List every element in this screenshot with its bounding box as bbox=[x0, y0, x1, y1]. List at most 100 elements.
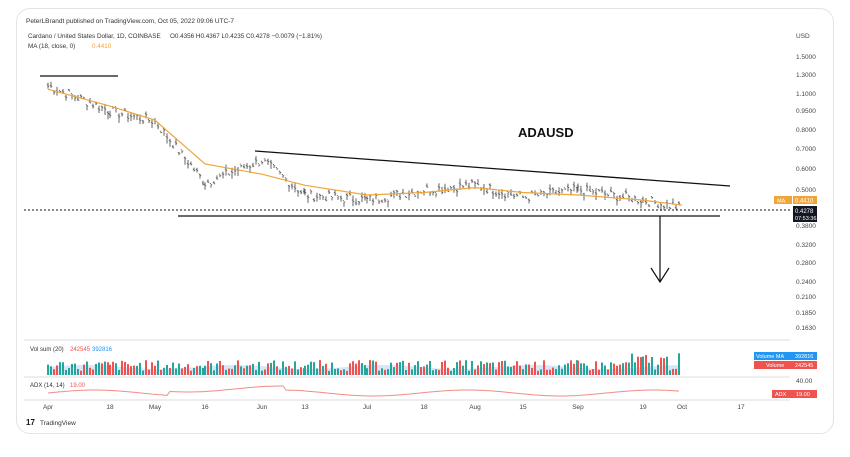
volume-bar bbox=[435, 369, 437, 375]
volume-bar bbox=[637, 356, 639, 375]
time-tick-label: Aug bbox=[469, 404, 481, 411]
volume-bar bbox=[628, 362, 630, 375]
volume-bar bbox=[193, 368, 195, 375]
volume-bar bbox=[310, 361, 312, 375]
volume-bar bbox=[115, 363, 117, 375]
volume-bar bbox=[645, 355, 647, 375]
price-tag-value: 0.4278 bbox=[795, 209, 814, 215]
volume-bar bbox=[157, 360, 159, 375]
ma-value-tag-text: 0.4410 bbox=[795, 199, 814, 205]
volume-bar bbox=[86, 361, 88, 375]
price-tick-label: 0.8000 bbox=[796, 127, 816, 134]
volume-bar bbox=[486, 362, 488, 375]
volume-bar bbox=[372, 360, 374, 375]
volume-bar bbox=[361, 363, 363, 375]
volume-bar bbox=[225, 369, 227, 375]
volume-bar bbox=[294, 361, 296, 375]
volume-bar bbox=[402, 360, 404, 375]
volume-bar bbox=[62, 362, 64, 375]
adx-pane-value: 19.00 bbox=[70, 383, 86, 389]
ticker-annotation: ADAUSD bbox=[518, 125, 574, 140]
volume-bar bbox=[642, 356, 644, 375]
volume-bar bbox=[640, 357, 642, 375]
price-tick-label: 0.2100 bbox=[796, 294, 816, 301]
volume-bar bbox=[133, 365, 135, 375]
volume-bar bbox=[65, 369, 67, 375]
volume-bar bbox=[237, 360, 239, 375]
volume-bar bbox=[567, 363, 569, 375]
volume-bar bbox=[148, 369, 150, 375]
volume-bar bbox=[243, 368, 245, 375]
volume-bar bbox=[586, 365, 588, 375]
volume-bar bbox=[154, 365, 156, 375]
volume-bar bbox=[384, 369, 386, 375]
volume-bar bbox=[163, 367, 165, 375]
volume-bar bbox=[393, 367, 395, 375]
volume-bar bbox=[480, 361, 482, 375]
volume-pane-label: Vol sum (20) bbox=[30, 347, 64, 353]
volume-bar bbox=[307, 364, 309, 375]
volume-bar bbox=[202, 367, 204, 375]
volume-bar bbox=[80, 370, 82, 375]
volume-bar bbox=[316, 368, 318, 375]
volume-bar bbox=[124, 361, 126, 375]
volume-bar bbox=[669, 370, 671, 375]
volume-bar bbox=[240, 366, 242, 375]
volume-bar bbox=[234, 365, 236, 375]
volume-bar bbox=[334, 368, 336, 375]
volume-bar bbox=[477, 365, 479, 375]
volume-bar bbox=[169, 367, 171, 375]
volume-bar bbox=[71, 363, 73, 375]
volume-bar bbox=[387, 369, 389, 375]
volume-bar bbox=[678, 353, 680, 375]
volume-ma-tag-value: 392816 bbox=[795, 354, 813, 360]
volume-bar bbox=[501, 361, 503, 375]
volume-bar bbox=[459, 360, 461, 375]
volume-bar bbox=[264, 369, 266, 375]
volume-bar bbox=[328, 370, 330, 375]
volume-bar bbox=[50, 366, 52, 375]
volume-pane-value-2: 392816 bbox=[92, 347, 113, 353]
volume-bar bbox=[570, 360, 572, 375]
volume-bar bbox=[619, 364, 621, 375]
volume-bar bbox=[525, 364, 527, 375]
volume-bar bbox=[601, 362, 603, 375]
volume-bar bbox=[580, 363, 582, 375]
volume-bar bbox=[300, 367, 302, 375]
volume-bar bbox=[267, 363, 269, 375]
volume-bar bbox=[537, 370, 539, 375]
volume-bar bbox=[528, 364, 530, 375]
tradingview-logo-icon: 17 bbox=[26, 418, 35, 427]
volume-bar bbox=[349, 363, 351, 375]
volume-bar bbox=[252, 363, 254, 375]
volume-bar bbox=[513, 365, 515, 375]
volume-bar bbox=[375, 361, 377, 375]
volume-bar bbox=[246, 365, 248, 375]
volume-bar bbox=[573, 363, 575, 375]
volume-bar bbox=[319, 360, 321, 375]
volume-bar bbox=[199, 365, 201, 375]
volume-bar bbox=[604, 365, 606, 375]
volume-bar bbox=[417, 361, 419, 375]
volume-bar bbox=[340, 370, 342, 375]
price-tick-label: 1.5000 bbox=[796, 54, 816, 61]
volume-bar bbox=[483, 364, 485, 375]
volume-bar bbox=[444, 360, 446, 375]
volume-bars bbox=[47, 353, 680, 375]
volume-bar bbox=[95, 363, 97, 375]
time-tick-label: Apr bbox=[43, 404, 54, 411]
volume-bar bbox=[592, 368, 594, 375]
volume-bar bbox=[672, 368, 674, 375]
volume-bar bbox=[346, 370, 348, 375]
price-tag bbox=[793, 206, 817, 222]
time-tick-label: 18 bbox=[106, 404, 114, 411]
adx-tag bbox=[772, 390, 817, 398]
volume-bar bbox=[181, 368, 183, 375]
volume-bar bbox=[583, 363, 585, 375]
volume-bar bbox=[378, 370, 380, 375]
volume-bar bbox=[74, 363, 76, 375]
volume-bar bbox=[178, 363, 180, 375]
countdown-timer: 07:53:36 bbox=[795, 216, 816, 222]
volume-bar bbox=[522, 369, 524, 375]
volume-bar bbox=[352, 361, 354, 375]
